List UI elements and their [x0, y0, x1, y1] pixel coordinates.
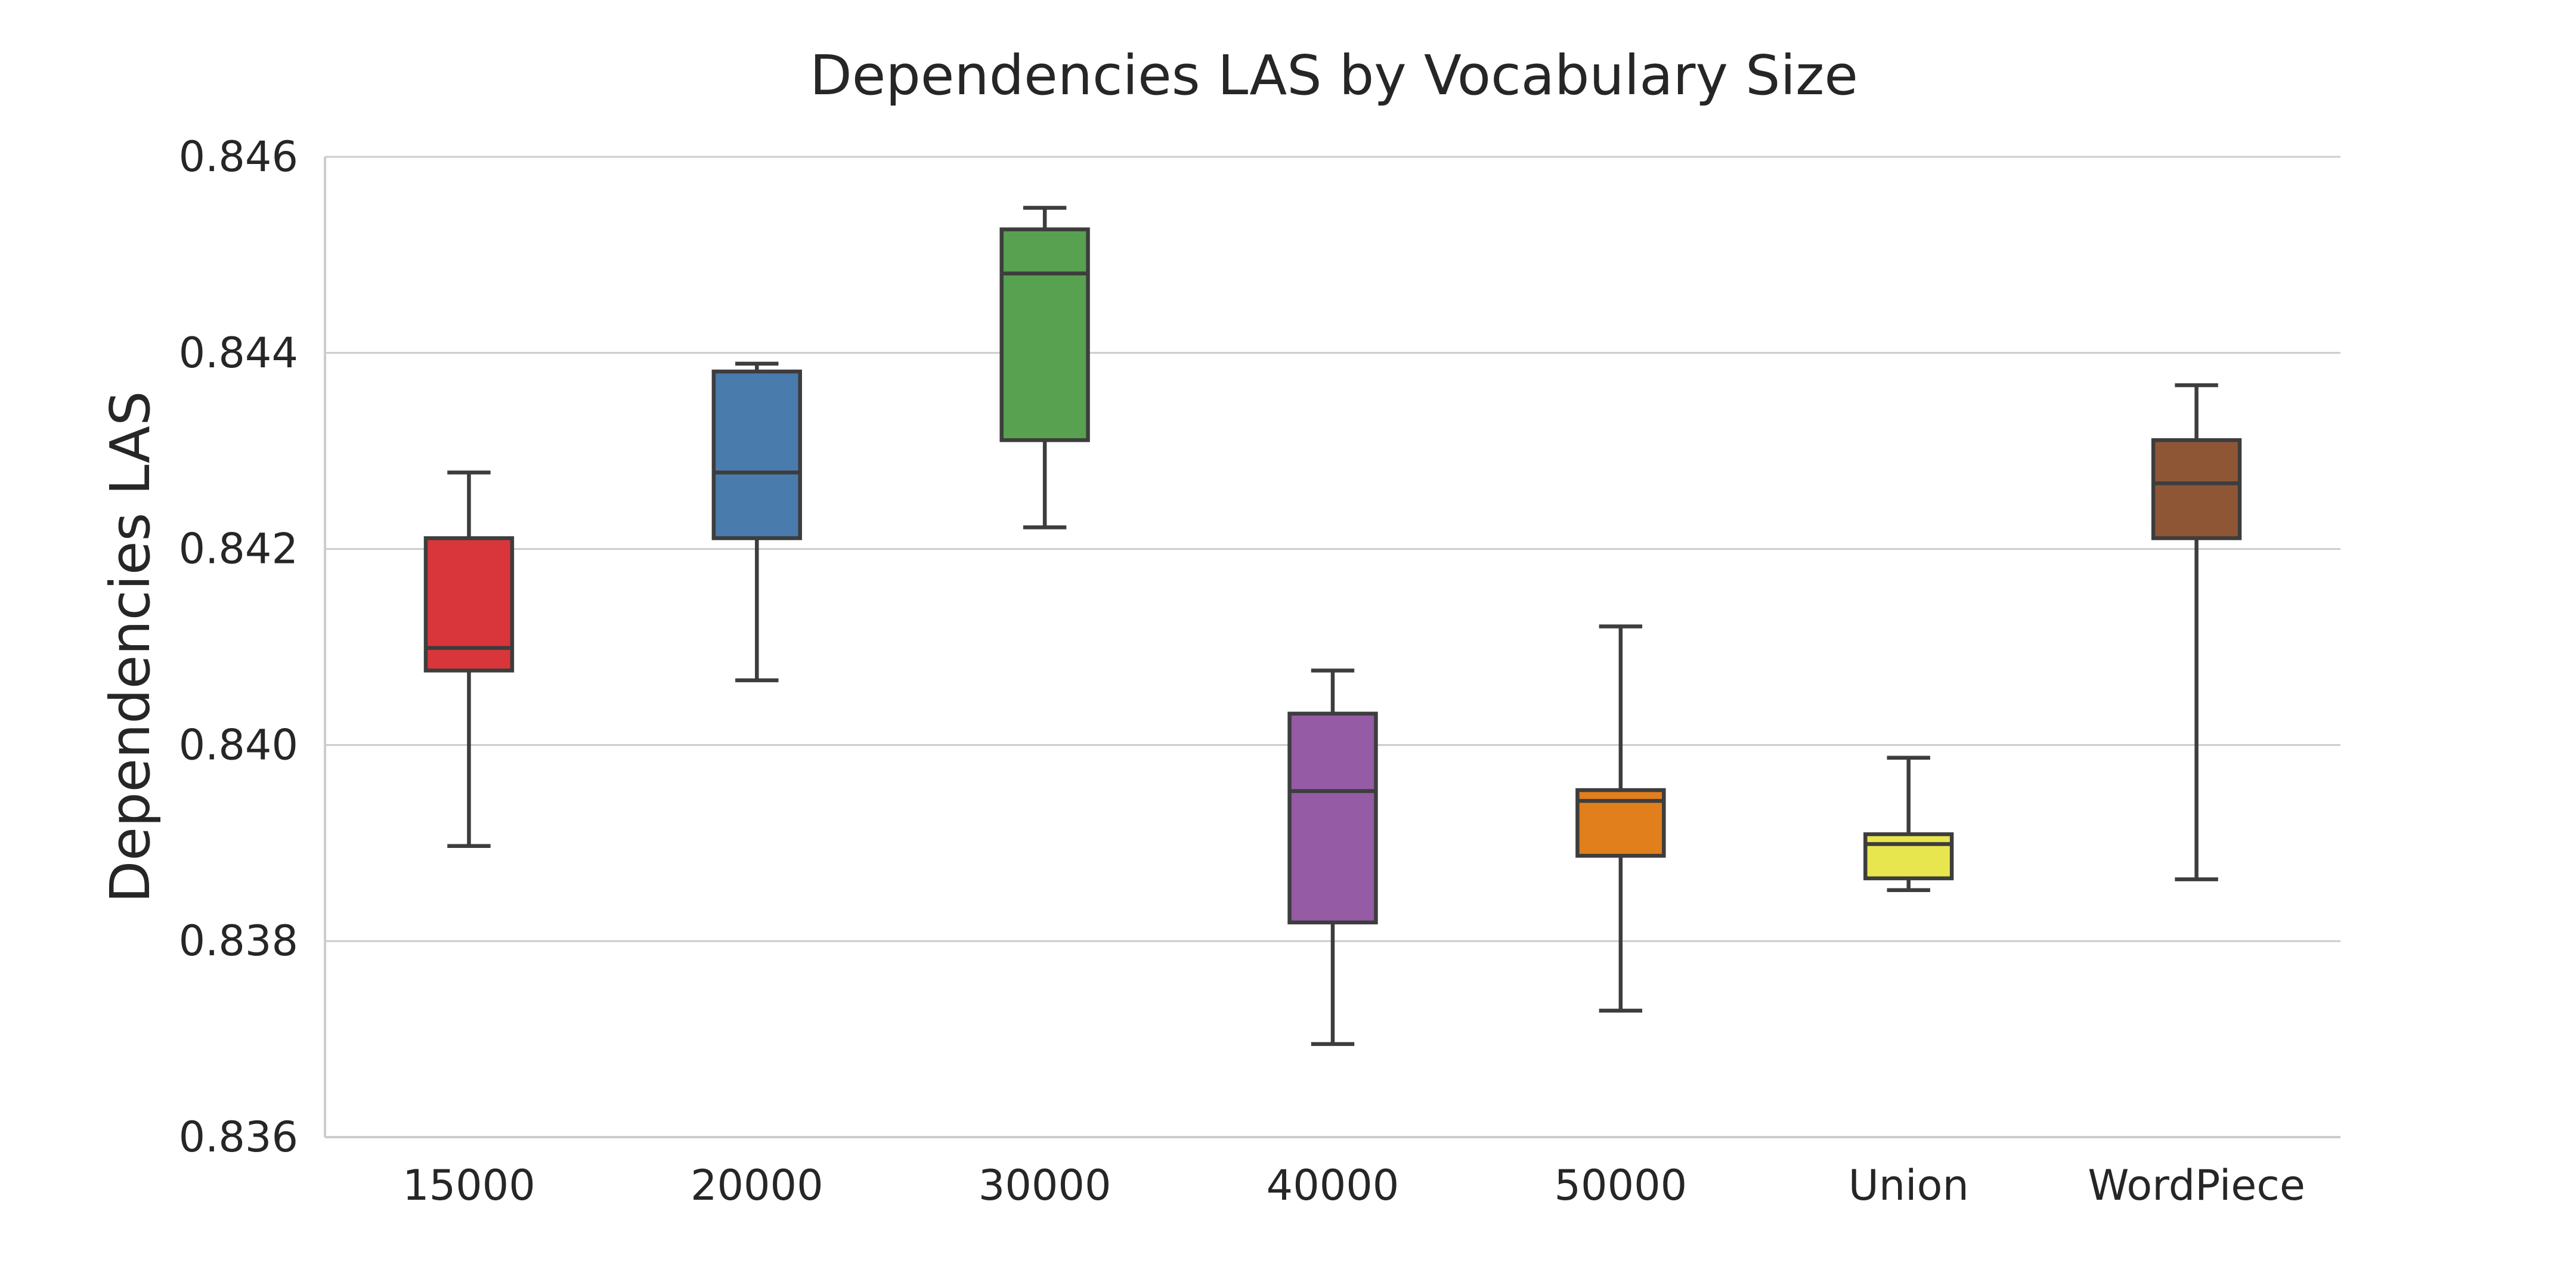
iqr-box — [1287, 711, 1378, 925]
box-Union — [1863, 756, 1954, 892]
box-20000 — [711, 361, 802, 683]
y-tick-label: 0.836 — [179, 1113, 298, 1162]
box-50000 — [1575, 624, 1666, 1013]
x-tick-label: 15000 — [402, 1161, 535, 1210]
chart-title: Dependencies LAS by Vocabulary Size — [810, 44, 1858, 107]
box-series — [423, 206, 2242, 1046]
iqr-box — [423, 536, 515, 673]
x-tick-label: 20000 — [691, 1161, 823, 1210]
x-tick-label: WordPiece — [2088, 1161, 2305, 1210]
x-tick-label: Union — [1849, 1161, 1969, 1210]
box-40000 — [1287, 668, 1378, 1046]
iqr-box — [2151, 438, 2242, 540]
box-30000 — [999, 206, 1090, 530]
x-tick-label: 40000 — [1267, 1161, 1400, 1210]
y-axis-label: Dependencies LAS — [98, 391, 162, 903]
x-tick-label: 50000 — [1555, 1161, 1688, 1210]
iqr-box — [711, 369, 802, 540]
y-tick-label: 0.846 — [179, 132, 298, 181]
y-tick-label: 0.842 — [179, 525, 298, 574]
iqr-box — [999, 227, 1090, 442]
axes — [324, 157, 2340, 1138]
y-tick-label: 0.838 — [179, 917, 298, 965]
box-15000 — [423, 470, 515, 848]
iqr-box — [1863, 832, 1954, 881]
box-WordPiece — [2151, 383, 2242, 881]
x-tick-label: 30000 — [979, 1161, 1111, 1210]
y-tick-labels: 0.836 0.838 0.840 0.842 0.844 0.846 — [179, 132, 298, 1162]
x-tick-labels: 15000 20000 30000 40000 50000 Union WordPiece — [402, 1161, 2305, 1210]
y-tick-label: 0.840 — [179, 720, 298, 769]
y-tick-label: 0.844 — [179, 329, 298, 377]
